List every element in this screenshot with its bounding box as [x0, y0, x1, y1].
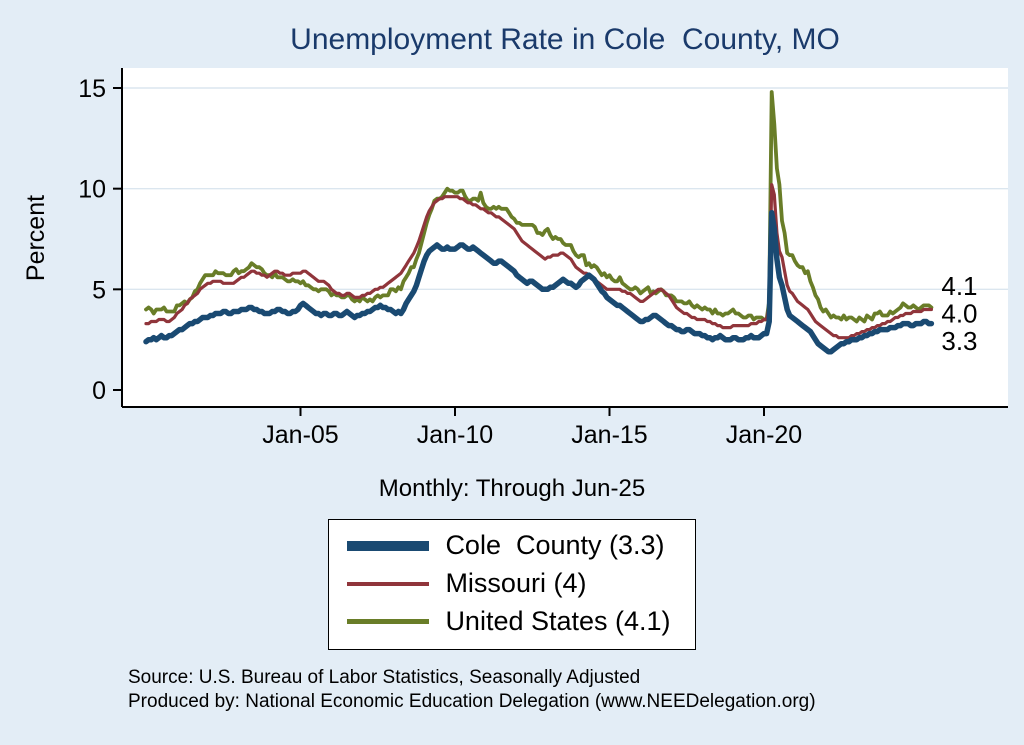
- end-value-label: 4.1: [941, 271, 977, 301]
- y-tick-label: 5: [92, 276, 106, 304]
- legend-entry-united-states: United States (4.1): [347, 606, 671, 637]
- missouri-line-swatch: [347, 581, 430, 586]
- source-line-2: Produced by: National Economic Education…: [128, 691, 816, 713]
- x-tick-label: Jan-05: [262, 421, 338, 449]
- x-tick-label: Jan-20: [726, 421, 802, 449]
- y-tick-label: 15: [78, 75, 106, 103]
- legend-label-cole-county: Cole County (3.3): [445, 530, 665, 560]
- chart-note: Monthly: Through Jun-25: [378, 475, 646, 502]
- end-value-label: 4.0: [941, 298, 977, 328]
- source-note: Source: U.S. Bureau of Labor Statistics,…: [128, 666, 1024, 715]
- plot-layer: 0 5 10 15 Jan-05 Jan-10 Jan-15 Jan-20 4.14.03.3: [78, 68, 1008, 449]
- chart-title: Unemployment Rate in Cole County, MO: [290, 23, 840, 56]
- y-tick-label: 10: [78, 176, 106, 204]
- legend-wrap: Cole County (3.3) Missouri (4) United St…: [0, 519, 1024, 650]
- y-tick-label: 0: [92, 377, 106, 405]
- legend-entry-missouri: Missouri (4): [347, 568, 670, 599]
- legend-label-united-states: United States (4.1): [445, 606, 671, 636]
- series-line-cole-county: [143, 210, 935, 355]
- unemployment-line-chart: Unemployment Rate in Cole County, MO Per…: [22, 23, 1008, 449]
- series-line-united-states: [144, 90, 934, 324]
- source-line-1: Source: U.S. Bureau of Labor Statistics,…: [128, 667, 641, 688]
- legend-entry-cole-county: Cole County (3.3): [347, 530, 670, 561]
- x-tick-label: Jan-15: [571, 421, 647, 449]
- y-axis-title: Percent: [22, 195, 50, 281]
- legend-label-missouri: Missouri (4): [445, 568, 587, 598]
- series-line-missouri: [144, 183, 934, 340]
- plot-area: [122, 68, 1008, 407]
- x-tick-label: Jan-10: [417, 421, 493, 449]
- end-value-label: 3.3: [941, 326, 977, 356]
- legend: Cole County (3.3) Missouri (4) United St…: [328, 519, 696, 650]
- united-states-line-swatch: [347, 619, 430, 624]
- cole-county-line-swatch: [347, 540, 430, 551]
